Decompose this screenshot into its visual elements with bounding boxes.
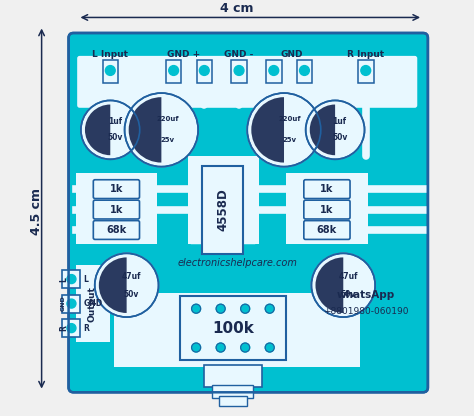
Circle shape	[300, 66, 310, 75]
FancyBboxPatch shape	[304, 220, 350, 240]
Text: 1k: 1k	[109, 184, 123, 194]
Wedge shape	[316, 258, 343, 313]
Text: Output: Output	[87, 286, 96, 322]
Bar	[204, 365, 262, 387]
Text: R: R	[84, 324, 90, 333]
Text: 47uf: 47uf	[338, 272, 358, 281]
Bar	[75, 173, 157, 244]
Text: 50v: 50v	[107, 134, 123, 142]
FancyBboxPatch shape	[93, 220, 139, 240]
Circle shape	[306, 100, 365, 159]
Circle shape	[191, 343, 201, 352]
Bar	[212, 385, 253, 398]
Circle shape	[105, 66, 115, 75]
Text: R Input: R Input	[347, 50, 384, 59]
Bar	[166, 60, 182, 83]
Circle shape	[81, 100, 140, 159]
FancyBboxPatch shape	[93, 200, 139, 219]
Text: 4.5 cm: 4.5 cm	[30, 188, 43, 235]
Bar	[286, 173, 368, 244]
Text: GND +: GND +	[167, 50, 201, 59]
Text: 4558D: 4558D	[216, 188, 229, 231]
Bar	[75, 265, 110, 342]
Text: 25v: 25v	[160, 137, 174, 144]
Text: 50v: 50v	[332, 134, 347, 142]
Bar	[114, 293, 360, 367]
Bar	[297, 60, 312, 83]
Text: R: R	[59, 325, 68, 331]
Text: GND: GND	[61, 296, 66, 312]
Text: 220uf: 220uf	[156, 116, 179, 122]
Text: 4 cm: 4 cm	[220, 2, 254, 15]
Circle shape	[67, 324, 76, 333]
Circle shape	[265, 304, 274, 313]
FancyBboxPatch shape	[77, 56, 417, 108]
Circle shape	[265, 343, 274, 352]
Text: 1uf: 1uf	[108, 117, 122, 126]
Bar	[266, 60, 282, 83]
Text: GND: GND	[281, 50, 303, 59]
Circle shape	[241, 304, 250, 313]
FancyBboxPatch shape	[304, 180, 350, 198]
Text: +8801980-060190: +8801980-060190	[323, 307, 409, 316]
Circle shape	[216, 304, 225, 313]
Bar	[102, 60, 118, 83]
Wedge shape	[128, 97, 161, 163]
Wedge shape	[85, 104, 110, 155]
Text: 1k: 1k	[320, 184, 334, 194]
Bar	[219, 396, 247, 406]
Text: 50v: 50v	[124, 290, 139, 299]
Text: 68k: 68k	[317, 225, 337, 235]
Circle shape	[361, 66, 371, 75]
Circle shape	[269, 66, 279, 75]
Circle shape	[216, 343, 225, 352]
Text: L: L	[59, 277, 68, 282]
Bar	[63, 295, 81, 312]
Bar	[202, 166, 243, 253]
Circle shape	[95, 253, 158, 317]
Text: electronicshelpcare.com: electronicshelpcare.com	[177, 258, 297, 268]
Circle shape	[247, 93, 321, 167]
Text: whatsApp: whatsApp	[337, 290, 395, 300]
Circle shape	[67, 275, 76, 284]
Text: 1k: 1k	[320, 205, 334, 215]
Circle shape	[200, 66, 209, 75]
Circle shape	[125, 93, 198, 167]
Text: 50v: 50v	[341, 290, 356, 299]
Text: GND -: GND -	[224, 50, 254, 59]
Circle shape	[191, 304, 201, 313]
Circle shape	[67, 299, 76, 308]
Circle shape	[169, 66, 179, 75]
Bar	[63, 270, 81, 288]
Bar	[180, 297, 286, 360]
Text: 68k: 68k	[106, 225, 127, 235]
Text: L: L	[84, 275, 89, 284]
Bar	[63, 319, 81, 337]
Text: 47uf: 47uf	[122, 272, 141, 281]
FancyBboxPatch shape	[93, 180, 139, 198]
Bar	[358, 60, 374, 83]
Text: 1k: 1k	[109, 205, 123, 215]
Bar	[188, 156, 259, 244]
Wedge shape	[251, 97, 284, 163]
Text: 1uf: 1uf	[333, 117, 346, 126]
Circle shape	[234, 66, 244, 75]
Text: 220uf: 220uf	[279, 116, 301, 122]
Text: GND: GND	[84, 299, 103, 308]
Text: 100k: 100k	[212, 321, 254, 336]
Text: L Input: L Input	[92, 50, 128, 59]
FancyBboxPatch shape	[69, 33, 428, 392]
Text: 25v: 25v	[283, 137, 297, 144]
FancyBboxPatch shape	[304, 200, 350, 219]
Wedge shape	[99, 258, 127, 313]
Circle shape	[311, 253, 375, 317]
Bar	[231, 60, 247, 83]
Circle shape	[241, 343, 250, 352]
Wedge shape	[310, 104, 335, 155]
Bar	[197, 60, 212, 83]
